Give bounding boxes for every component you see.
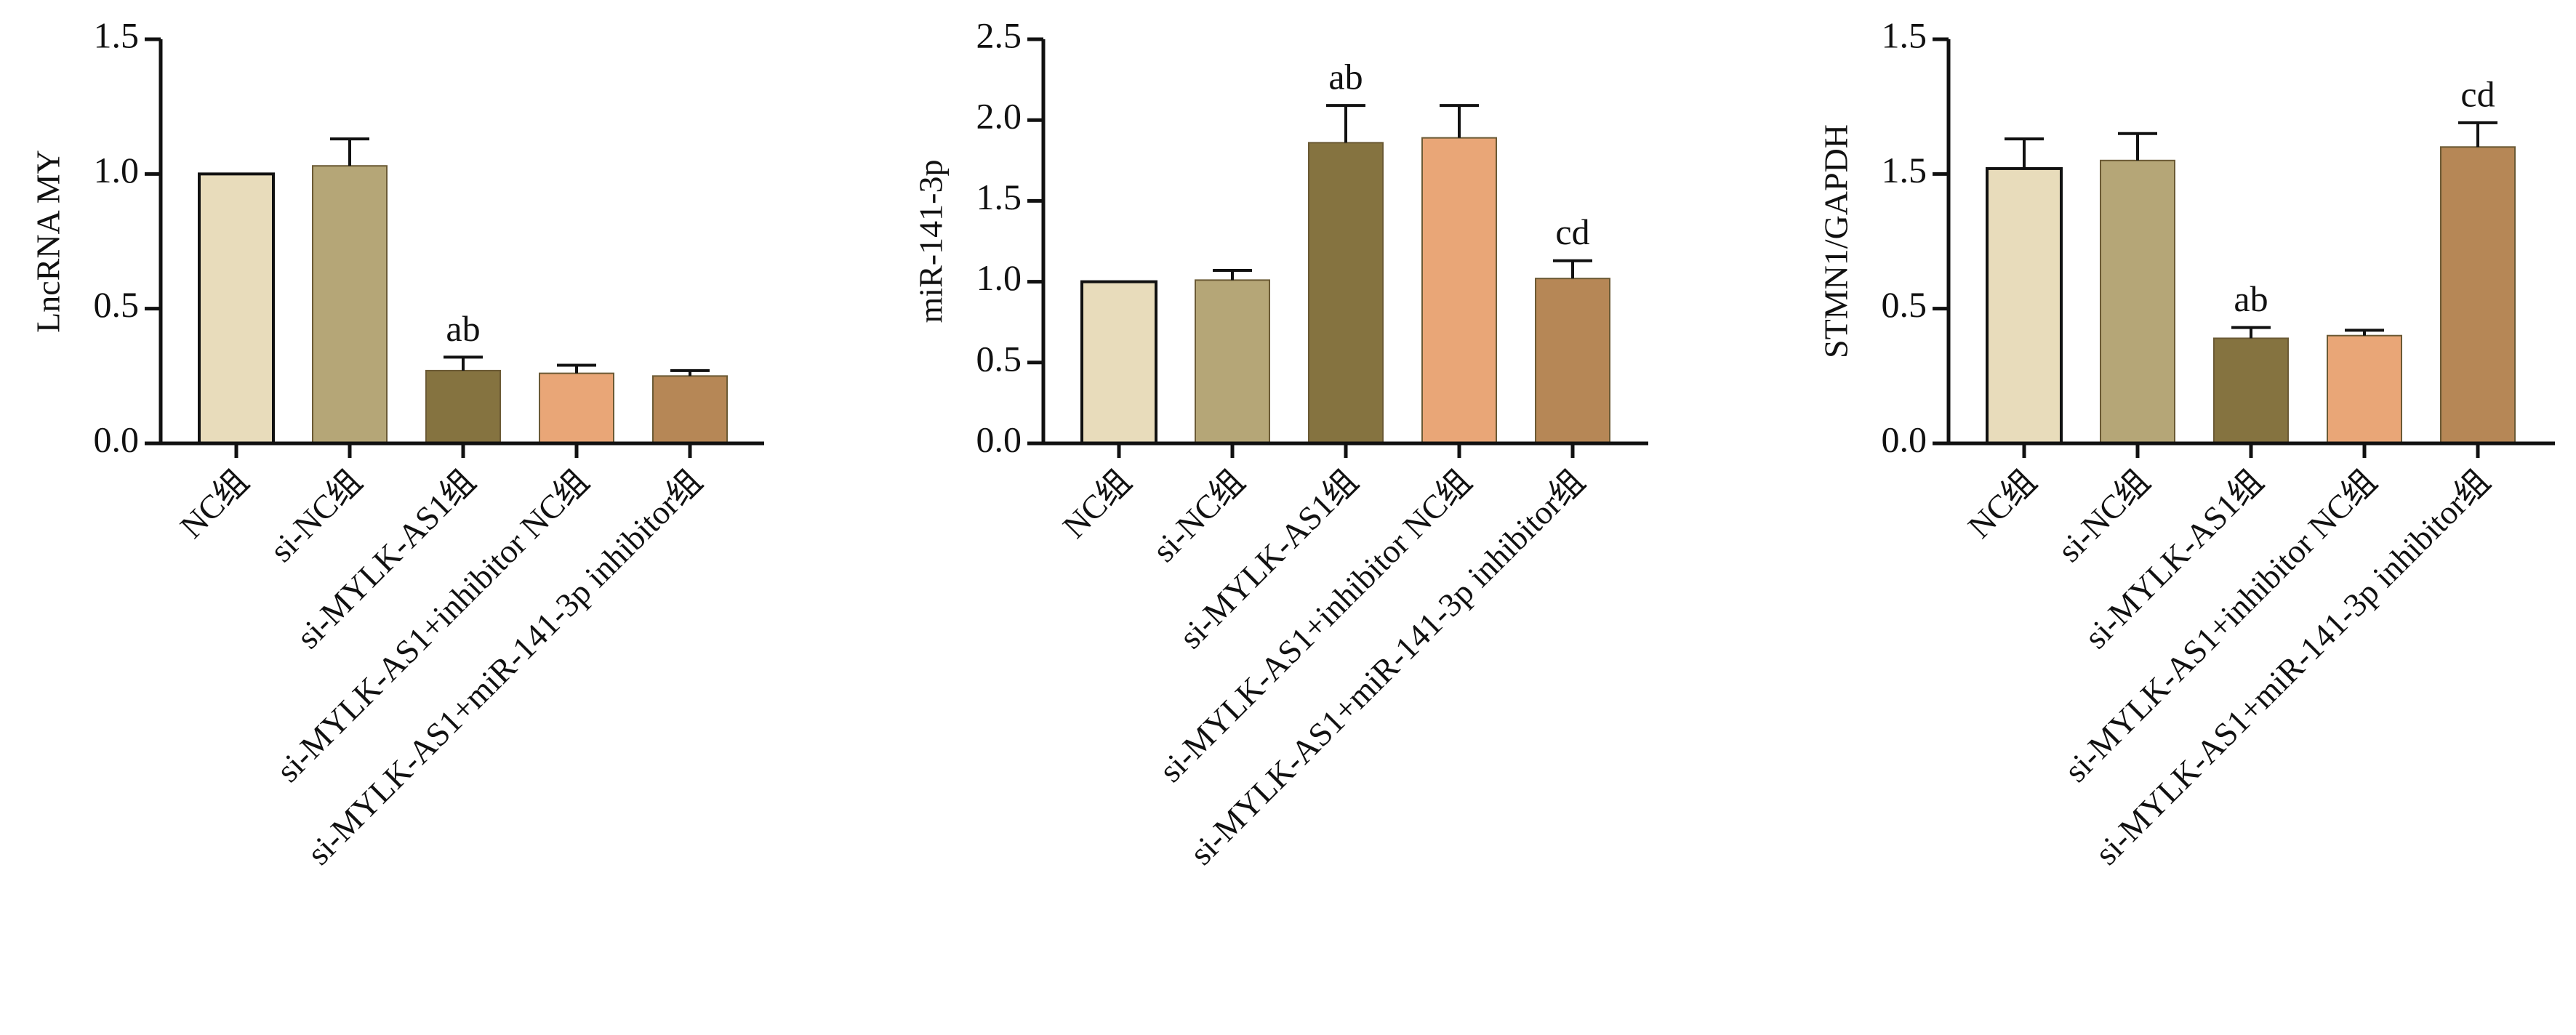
annotation: cd bbox=[2460, 73, 2495, 114]
y-tick-label: 0.5 bbox=[94, 284, 140, 325]
x-tick-label: si-MYLK-AS1+miR-141-3p inhibitor组 bbox=[2087, 462, 2497, 871]
x-tick-label: NC组 bbox=[1056, 462, 1139, 545]
bar bbox=[1195, 279, 1270, 444]
bar bbox=[1535, 278, 1610, 445]
bar bbox=[1986, 166, 2063, 445]
bar bbox=[198, 172, 275, 445]
bar bbox=[312, 165, 388, 444]
y-axis-label: STMN1/GAPDH bbox=[1818, 124, 1855, 358]
x-tick-label: si-MYLK-AS1+miR-141-3p inhibitor组 bbox=[300, 462, 709, 871]
y-tick-label: 1.0 bbox=[94, 150, 140, 190]
annotation: ab bbox=[1328, 57, 1363, 97]
y-tick-label: 0.5 bbox=[976, 338, 1022, 379]
bar bbox=[1421, 137, 1497, 444]
y-tick-label: 2.5 bbox=[976, 15, 1022, 55]
y-axis-label: LncRNA MY bbox=[30, 150, 67, 333]
x-tick-label: si-NC组 bbox=[2050, 462, 2156, 568]
y-tick-label: 1.5 bbox=[94, 15, 140, 55]
annotation: ab bbox=[2234, 278, 2268, 319]
bar bbox=[2100, 159, 2175, 445]
x-tick-label: si-MYLK-AS1+miR-141-3p inhibitor组 bbox=[1182, 462, 1592, 871]
y-axis-label: miR-141-3p bbox=[912, 160, 950, 323]
y-tick-label: 2.0 bbox=[976, 96, 1022, 137]
bar bbox=[2327, 334, 2402, 444]
bar bbox=[652, 375, 728, 444]
bar bbox=[1080, 280, 1157, 445]
bar bbox=[2213, 337, 2289, 444]
bar bbox=[2440, 146, 2516, 444]
y-tick-label: 0.0 bbox=[94, 419, 140, 459]
y-tick-label: 0.0 bbox=[976, 419, 1022, 459]
bar bbox=[1308, 142, 1384, 444]
bar bbox=[425, 369, 501, 445]
bar bbox=[539, 372, 614, 444]
y-tick-label: 1.5 bbox=[1882, 15, 1927, 55]
annotation: ab bbox=[446, 308, 480, 349]
x-tick-label: si-NC组 bbox=[262, 462, 369, 568]
y-tick-label: 0.0 bbox=[1882, 419, 1927, 459]
x-tick-label: NC组 bbox=[1961, 462, 2044, 545]
y-tick-label: 1.5 bbox=[1882, 150, 1927, 190]
y-tick-label: 1.0 bbox=[976, 257, 1022, 298]
x-tick-label: NC组 bbox=[173, 462, 256, 545]
x-tick-label: si-NC组 bbox=[1145, 462, 1251, 568]
y-tick-label: 1.5 bbox=[976, 177, 1022, 217]
y-tick-label: 0.5 bbox=[1882, 284, 1927, 325]
annotation: cd bbox=[1555, 212, 1589, 252]
